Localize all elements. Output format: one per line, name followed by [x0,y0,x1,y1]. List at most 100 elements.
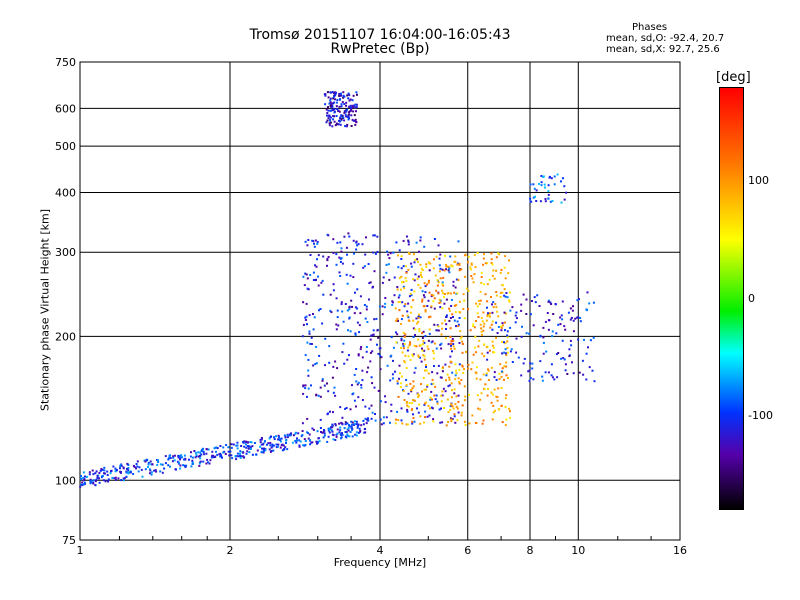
scatter-point [398,249,401,252]
scatter-point [412,299,415,302]
y-tick-label: 200 [55,330,76,343]
scatter-point [342,96,345,99]
scatter-point [529,362,532,365]
scatter-point [150,471,153,474]
scatter-point [477,299,480,302]
scatter-point [141,475,144,478]
scatter-point [81,484,84,487]
scatter-point [401,314,404,317]
scatter-point [490,391,493,394]
scatter-point [319,308,322,310]
scatter-point [452,284,455,287]
scatter-point [364,253,367,256]
scatter-point [126,467,128,470]
scatter-point [84,475,86,478]
scatter-point [392,251,395,254]
scatter-point [354,103,357,106]
scatter-point [351,393,354,396]
scatter-point [402,239,405,242]
scatter-point [456,263,459,266]
scatter-point [442,276,445,279]
scatter-point [400,275,403,278]
scatter-point [314,239,317,242]
scatter-point [505,365,508,368]
scatter-point [522,362,525,365]
scatter-point [308,433,311,436]
scatter-point [427,372,430,375]
scatter-point [387,263,390,266]
scatter-point [329,121,332,124]
scatter-point [355,405,357,408]
scatter-point [344,423,347,426]
scatter-point [424,285,427,288]
scatter-point [366,371,369,374]
scatter-point [500,325,503,328]
scatter-point [353,373,356,376]
scatter-point [269,441,272,444]
scatter-point [531,367,534,370]
scatter-point [467,363,470,366]
scatter-point [459,268,462,270]
y-tick-label: 400 [55,186,76,199]
scatter-point [260,437,263,439]
scatter-point [304,384,307,387]
scatter-point [458,363,461,366]
scatter-point [413,253,415,256]
scatter-point [405,401,408,404]
scatter-point [336,367,339,370]
scatter-point [450,305,453,307]
scatter-point [344,421,347,424]
scatter-point [309,439,312,442]
scatter-point [400,258,403,260]
scatter-point [302,384,305,387]
scatter-point [95,478,98,481]
scatter-point [429,407,431,410]
scatter-point [352,110,355,113]
scatter-point [360,424,363,427]
scatter-point [451,418,454,420]
scatter-point [90,481,93,484]
scatter-point [421,298,424,301]
scatter-point [463,299,466,302]
scatter-point [486,306,488,309]
scatter-point [554,303,557,306]
scatter-point [306,395,308,398]
scatter-point [449,292,452,295]
scatter-point [479,323,482,326]
scatter-point [336,432,339,435]
scatter-point [425,369,428,372]
scatter-point [398,364,401,367]
scatter-point [438,302,441,304]
scatter-point [352,106,355,109]
scatter-point [329,116,332,119]
scatter-point [376,329,379,332]
scatter-point [481,352,484,355]
scatter-point [353,252,355,255]
scatter-point [315,265,318,268]
scatter-point [198,464,201,467]
scatter-point [339,429,342,432]
scatter-point [522,293,525,296]
scatter-point [371,382,374,385]
scatter-point [509,309,512,312]
scatter-point [343,362,346,365]
scatter-point [321,379,324,382]
scatter-point [234,455,237,457]
scatter-point [177,461,180,464]
scatter-point [396,333,399,336]
scatter-point [569,307,572,310]
scatter-point [365,350,368,353]
scatter-point [542,352,545,355]
scatter-point [490,366,493,369]
scatter-point [463,385,466,388]
scatter-point [435,289,438,292]
scatter-point [299,440,302,443]
scatter-point [492,346,495,349]
stats-o-mode: mean, sd,O: -92.4, 20.7 [606,33,725,44]
scatter-point [291,441,294,444]
scatter-point [275,435,277,438]
scatter-point [206,458,209,461]
scatter-point [329,109,332,112]
scatter-point [556,376,559,379]
scatter-point [341,433,344,436]
